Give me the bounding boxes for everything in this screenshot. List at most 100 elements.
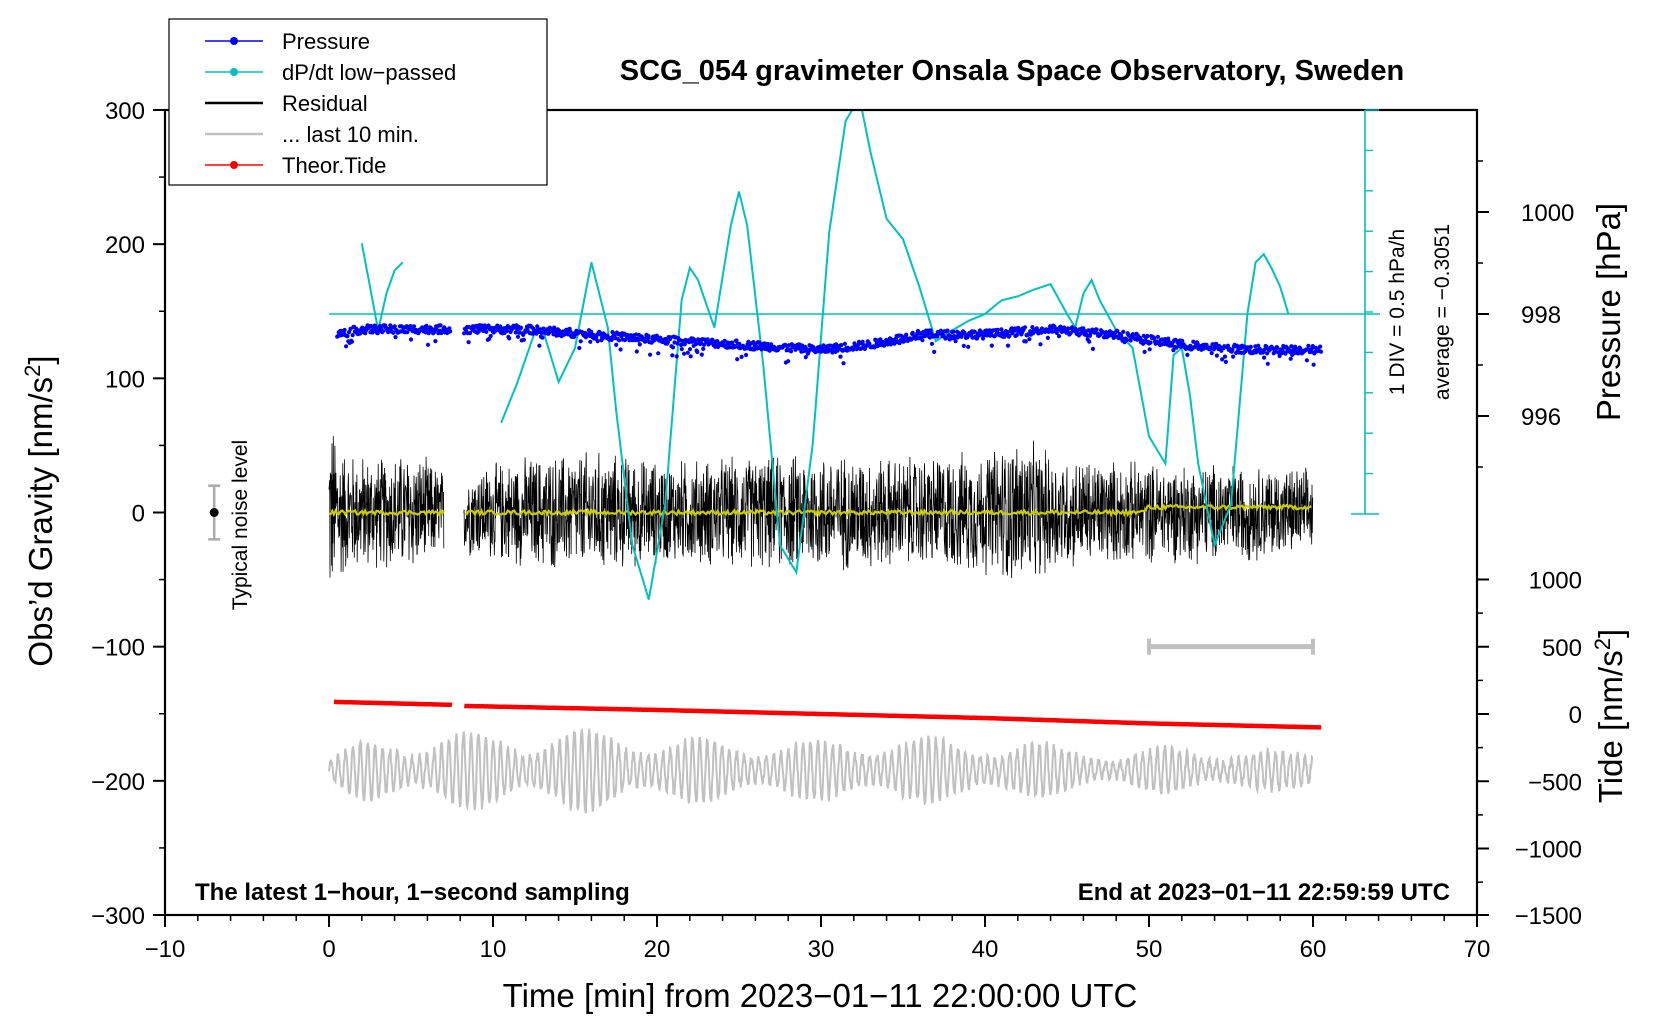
axes-layer: −10 0 10 20 30 40 50 60 70−300−200−1000100200300… xyxy=(91,98,1582,963)
pressure-point xyxy=(408,337,414,342)
pressure-point xyxy=(1027,337,1032,342)
y-axis-title-tide-sup: 2 xyxy=(1590,638,1615,650)
pressure-point xyxy=(411,324,417,329)
pressure-point xyxy=(637,342,642,347)
residual-lowpass-line xyxy=(328,503,1312,518)
pressure-point xyxy=(1265,351,1270,356)
pressure-point xyxy=(1265,361,1270,366)
pressure-point xyxy=(1148,340,1153,345)
pressure-point xyxy=(784,348,789,353)
pressure-point xyxy=(656,351,661,356)
pressure-point xyxy=(951,329,956,334)
pressure-point xyxy=(360,325,365,330)
tide-tick-label: 1000 xyxy=(1529,568,1582,595)
pressure-point xyxy=(1141,341,1146,346)
pressure-point xyxy=(424,323,429,328)
pressure-point xyxy=(1147,347,1152,352)
pressure-average-label: average = −0.3051 xyxy=(1431,224,1454,400)
y-axis-title-left-main: Obs’d Gravity [nm/s xyxy=(22,377,59,667)
pressure-point xyxy=(540,335,545,340)
tide-tick-label: 0 xyxy=(1569,702,1582,729)
pressure-point xyxy=(515,334,521,339)
x-tick-label: −10 xyxy=(145,936,186,963)
pressure-point xyxy=(701,342,707,347)
pressure-point xyxy=(448,329,453,334)
pressure-point xyxy=(732,344,738,349)
pressure-point xyxy=(1311,362,1316,367)
pressure-point xyxy=(595,339,600,344)
noise-center-dot xyxy=(209,508,219,517)
pressure-point xyxy=(945,328,950,333)
pressure-point xyxy=(1214,353,1219,358)
footer-right: End at 2023−01−11 22:59:59 UTC xyxy=(1078,879,1450,906)
pressure-point xyxy=(1014,332,1020,338)
pressure-point xyxy=(350,333,355,338)
pressure-point xyxy=(904,332,909,337)
dpdt-line xyxy=(500,109,1290,600)
pressure-point xyxy=(701,346,706,351)
x-axis-title: Time [min] from 2023−01−11 22:00:00 UTC xyxy=(503,977,1138,1014)
tide-tick-label: 500 xyxy=(1542,635,1582,662)
pressure-point xyxy=(578,339,583,344)
pressure-point xyxy=(488,333,493,339)
pressure-point xyxy=(363,331,368,336)
y-axis-title-left-close: ] xyxy=(22,355,59,364)
pressure-point xyxy=(839,343,844,348)
pressure-point xyxy=(959,334,964,339)
chart-title: SCG_054 gravimeter Onsala Space Observat… xyxy=(620,55,1404,87)
pressure-point xyxy=(965,335,970,340)
pressure-point xyxy=(1166,336,1171,341)
pressure-point xyxy=(1318,349,1324,354)
y-axis-title-left: Obs’d Gravity [nm/s2] xyxy=(20,355,59,666)
pressure-point xyxy=(695,349,700,355)
pressure-point xyxy=(682,351,687,356)
legend-label: Residual xyxy=(282,91,368,116)
pressure-point xyxy=(1056,334,1062,339)
pressure-point xyxy=(538,327,543,332)
tide-tick-label: −500 xyxy=(1528,769,1582,796)
pressure-point xyxy=(373,325,378,330)
pressure-point xyxy=(1007,333,1012,338)
pressure-point xyxy=(393,335,398,340)
pressure-point xyxy=(614,342,619,347)
pressure-point xyxy=(961,343,966,348)
pressure-point xyxy=(1084,333,1090,338)
pressure-point xyxy=(687,347,693,352)
pressure-point xyxy=(995,327,1000,332)
pressure-point xyxy=(1222,354,1228,359)
pressure-point xyxy=(935,334,940,339)
pressure-point xyxy=(1209,351,1214,356)
y-axis-title-left-sup: 2 xyxy=(20,365,45,377)
dpdt-scale-label: 1 DIV = 0.5 hPa/h xyxy=(1386,229,1409,395)
pressure-point xyxy=(860,339,865,344)
pressure-point xyxy=(685,350,690,355)
pressure-point xyxy=(1180,338,1185,343)
y-axis-title-pressure: Pressure [hPa] xyxy=(1590,203,1627,421)
x-tick-label: 0 xyxy=(322,936,335,963)
legend-swatch-marker xyxy=(230,37,238,45)
y-axis-title-tide-main: Tide [nm/s xyxy=(1592,650,1629,803)
pressure-point xyxy=(600,336,606,341)
pressure-point xyxy=(433,339,438,344)
pressure-point xyxy=(646,334,651,339)
pressure-point xyxy=(1304,358,1309,363)
pressure-tick-label: 1000 xyxy=(1521,200,1574,227)
pressure-point xyxy=(920,338,925,343)
pressure-point xyxy=(1023,339,1028,344)
residual-line xyxy=(328,436,1314,579)
pressure-point xyxy=(699,352,704,357)
pressure-point xyxy=(467,331,473,336)
series-layer xyxy=(328,109,1380,814)
dpdt-line xyxy=(360,243,404,331)
pressure-point xyxy=(737,341,742,347)
pressure-point xyxy=(729,340,735,345)
pressure-point xyxy=(910,330,915,335)
pressure-point xyxy=(1030,325,1035,330)
pressure-point xyxy=(1142,349,1147,354)
x-tick-label: 60 xyxy=(1300,936,1327,963)
noise-level-label: Typical noise level xyxy=(229,440,252,610)
pressure-point xyxy=(1005,343,1011,348)
pressure-point xyxy=(786,359,791,364)
pressure-point xyxy=(1223,359,1228,364)
